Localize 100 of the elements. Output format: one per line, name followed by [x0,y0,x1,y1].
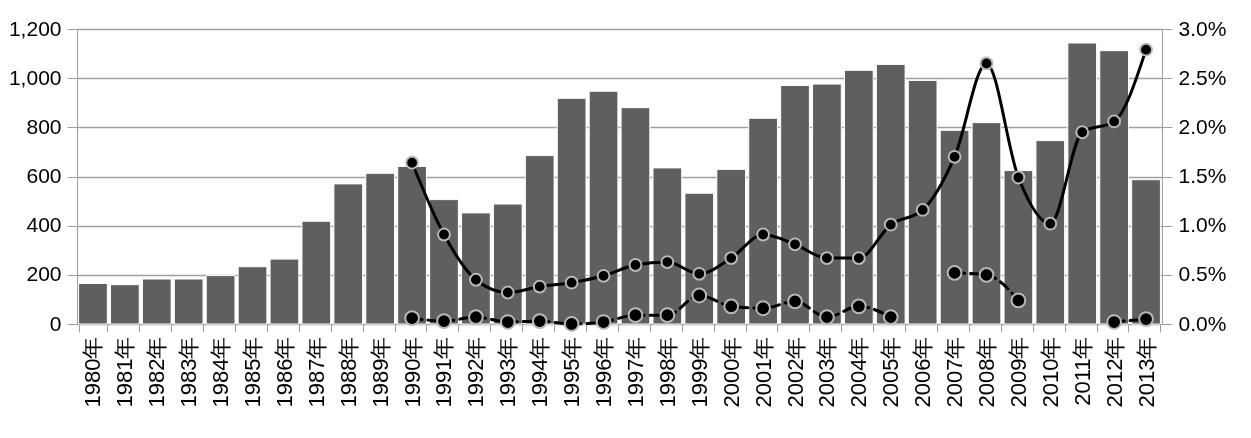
y-tick-label: 1,000 [8,65,62,89]
point [691,287,708,304]
x-tick-label: 2007年 [942,336,968,408]
bar [301,220,332,325]
bar [397,165,427,325]
bar [652,167,683,325]
point [468,309,484,325]
bar [365,172,396,325]
bar [1067,42,1098,325]
x-tick-label: 2013年 [1133,336,1159,408]
x-tick-label: 2010年 [1037,336,1063,408]
point [659,307,676,324]
x-tick-label: 1981年 [112,336,138,408]
x-tick-label: 1996年 [591,336,617,408]
point [756,227,771,242]
point [1107,114,1122,129]
x-tick-label: 1982年 [144,336,170,408]
x-tick-label: 2006年 [910,336,936,408]
point [724,251,739,266]
x-tick-label: 1987年 [303,336,329,408]
bar [78,282,108,325]
x-tick-label: 1993年 [495,336,521,408]
point [787,293,803,310]
point [627,307,644,324]
point [947,149,962,164]
bar [173,278,204,325]
point [915,203,930,217]
point [500,285,515,300]
point [1043,216,1058,231]
y2-tick-label: 1.5% [1178,164,1227,187]
y-tick-label: 200 [26,262,62,286]
x-tick-label: 2009年 [1005,336,1031,408]
point [499,314,516,330]
x-tick-label: 2005年 [878,336,904,408]
x-tick-label: 2000年 [718,336,744,408]
bar [875,63,906,325]
x-tick-label: 1994年 [527,336,553,408]
bar [556,97,587,325]
point [851,251,866,266]
bar [1099,50,1129,325]
x-tick-label: 2011年 [1069,336,1095,406]
x-tick-label: 1988年 [335,336,361,408]
point [883,217,898,232]
x-tick-label: 1999年 [686,336,712,408]
bar [1035,140,1066,325]
point [723,298,740,315]
point [1011,170,1026,185]
point [755,300,771,317]
bar [843,69,874,325]
x-tick-label: 1983年 [176,336,202,408]
point [1138,311,1154,327]
x-tick-label: 2001年 [750,336,776,408]
bar [141,278,172,325]
bar [812,83,842,325]
x-tick-label: 2002年 [782,336,808,408]
point [436,313,452,329]
point [788,237,802,252]
x-tick-label: 1980年 [80,336,106,408]
bar [333,183,364,325]
y-tick-label: 600 [26,164,62,187]
point [850,298,867,315]
bar [780,85,810,325]
point [1106,314,1123,330]
y2-tick-label: 0.0% [1178,311,1227,335]
point [692,266,707,281]
bar [907,79,938,325]
point [531,313,548,329]
y-tick-label: 400 [26,213,62,237]
x-tick-label: 2004年 [846,336,872,408]
x-tick-label: 1989年 [367,336,393,408]
x-tick-label: 1990年 [399,336,425,408]
y-tick-label: 0 [49,311,62,335]
x-tick-label: 1985年 [240,336,266,408]
point [820,251,834,266]
point [563,316,580,332]
point [405,155,419,170]
point [1139,42,1153,57]
point [596,268,611,283]
x-tick-label: 2012年 [1101,336,1127,408]
y2-tick-label: 2.5% [1178,65,1227,89]
x-tick-label: 2008年 [973,336,999,408]
x-tick-label: 1984年 [208,336,234,408]
y2-tick-label: 2.0% [1178,114,1227,138]
point [595,314,612,330]
bar [748,117,778,325]
point [882,309,899,325]
bar [524,155,555,325]
point [437,227,451,242]
point [468,272,483,287]
point [819,309,835,325]
y-tick-label: 1,200 [8,16,62,40]
x-tick-label: 2003年 [814,336,840,408]
point [660,255,675,269]
y2-tick-label: 1.0% [1178,213,1227,237]
y-tick-label: 800 [26,114,62,138]
y2-tick-label: 0.5% [1178,262,1227,286]
point [1075,125,1090,140]
bar [1131,179,1161,325]
y2-tick-label: 3.0% [1178,16,1227,40]
point [628,258,643,272]
